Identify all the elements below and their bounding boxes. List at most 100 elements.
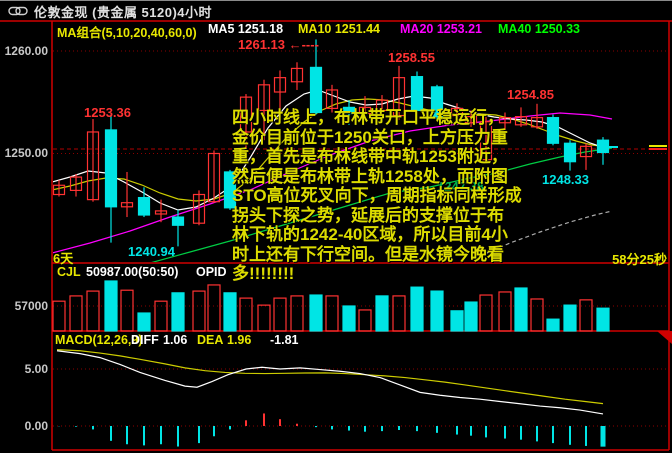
price-callout: 1253.36 [84,105,131,120]
axis-label-1250: 1250.00 [4,146,48,160]
price-callout: 1247.38 [437,179,484,194]
ma60-line [479,210,613,257]
candle-body [273,77,287,93]
macd-hist-value: -1.81 [270,333,299,347]
ma40-value: MA40 1250.33 [498,22,581,36]
ma20-value: MA20 1253.21 [400,22,483,36]
diff-line [56,350,604,415]
macd-header-row: MACD(12,26,9) DIFF 1.06 DEA 1.96 -1.81 [0,333,672,347]
cjl-label: CJL [57,265,81,279]
timespan-label: 6天 [53,251,74,266]
candle-body [120,202,134,208]
volume-bar [375,295,389,332]
ma5-line [53,89,609,211]
candle-body [342,106,356,115]
candle-body [546,117,560,144]
candle-body [86,131,100,201]
volume-bar [579,299,593,332]
volume-bar [207,284,221,332]
candle-body [358,106,372,115]
candle-body [290,67,304,83]
axis-label-macd5: 5.00 [24,362,48,376]
volume-bar [257,304,271,332]
ma10-line [53,98,609,202]
title-bar: 伦敦金现 (贵金属 5120)4小时 [0,0,672,21]
price-callout: 1254.85 [507,87,554,102]
candle-body [498,117,512,124]
candle-body [309,66,323,114]
volume-bar [86,290,100,332]
ma10-value: MA10 1251.44 [298,22,381,36]
volume-bar [498,291,512,332]
candle-body [464,115,478,124]
pane-resize-handle [657,331,672,344]
volume-bar [120,289,134,332]
volume-bar [69,295,83,332]
price-callout: 1258.55 [388,50,435,65]
ma20-line [53,112,613,254]
volume-bar [530,298,544,332]
volume-bar [596,307,610,332]
diff-label: DIFF [131,333,159,347]
candle-body [392,77,406,117]
volume-bar [192,290,206,332]
volume-bar [52,300,66,332]
axis-label-macd0: 0.00 [24,419,48,433]
candle-body [450,107,464,117]
cjl-value: 50987.00(50:50) [86,265,179,279]
axis-label-volume: 57000 [14,299,48,313]
volume-bar [563,304,577,332]
volume-bar [239,297,253,332]
candle-body [325,89,339,109]
candle-body [171,216,185,226]
analyst-annotation: 四小时线上，布林带开口平稳运行， 金价目前位于1250关口，上方压力重 重，首先… [232,108,522,283]
diff-value: 1.06 [163,333,188,347]
window-title: 伦敦金现 (贵金属 5120)4小时 [34,4,213,20]
volume-bar [464,301,478,332]
volume-bar [154,300,168,332]
volume-bar [273,297,287,332]
volume-bar [104,280,118,332]
ma40-line [151,147,613,262]
ma5-value: MA5 1251.18 [208,22,284,36]
candle-body [410,76,424,112]
price-callout: 1240.94 [128,244,175,259]
volume-bar [137,312,151,332]
candle-body [207,152,221,203]
price-callout: 1248.33 [542,172,589,187]
axis-label-1260: 1260.00 [4,44,48,58]
candle-body [479,121,493,161]
candle-body [52,184,66,196]
volume-bar [546,318,560,332]
candle-body [579,145,593,158]
volume-bar [325,295,339,332]
candle-body [154,210,168,215]
volume-bar [430,290,444,332]
candle-body [530,117,544,128]
countdown-label: 58分25秒 [612,252,667,267]
volume-bar [410,286,424,332]
ma-indicator-row: MA组合(5,10,20,40,60,0) MA5 1251.18 MA10 1… [0,22,672,40]
link-icon [8,5,28,17]
candle-body [257,84,271,112]
candle-body [192,193,206,224]
volume-bar [514,287,528,332]
candle-body [104,129,118,208]
candle-body [239,96,253,133]
dea-line [56,349,604,405]
volume-bar [223,292,237,332]
candle-body [375,99,389,112]
volume-bar [392,295,406,332]
volume-header-row: CJL 50987.00(50:50) OPID [0,265,672,279]
volume-bar [290,295,304,332]
dea-value: 1.96 [227,333,252,347]
price-callout: 1261.13 ←---- [238,37,319,52]
volume-bar [358,309,372,332]
volume-bar [450,310,464,332]
candle-body [563,142,577,163]
volume-bar [342,305,356,332]
candle-body [430,86,444,118]
